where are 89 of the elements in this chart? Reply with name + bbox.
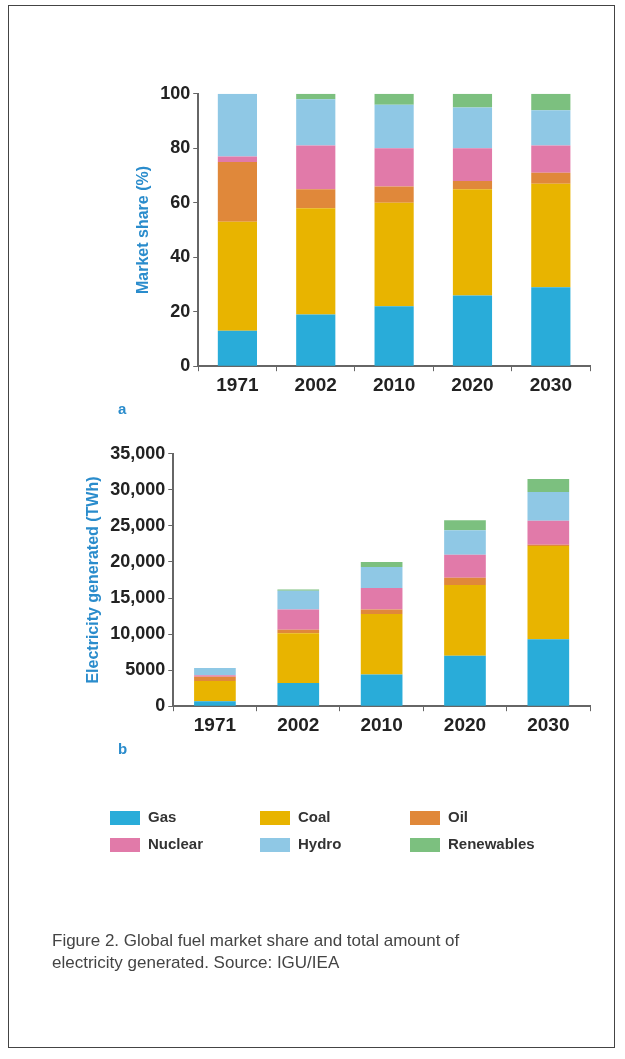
bar xyxy=(217,330,257,366)
bar xyxy=(527,492,570,521)
x-tick-label: 2030 xyxy=(527,713,570,735)
x-tick-label: 2010 xyxy=(372,373,416,395)
y-tick-label: 80 xyxy=(170,137,191,158)
bar xyxy=(217,93,257,157)
text: a xyxy=(118,400,127,417)
bar xyxy=(296,208,336,315)
text: b xyxy=(118,740,128,757)
x-tick-label: 2002 xyxy=(294,373,337,395)
bar xyxy=(527,546,570,640)
bar xyxy=(360,567,403,588)
bar xyxy=(452,295,493,366)
bar xyxy=(444,530,486,555)
bar xyxy=(217,161,257,222)
y-tick-label: 40 xyxy=(170,246,191,267)
bar xyxy=(444,554,486,578)
legend-label: Gas xyxy=(147,808,178,826)
y-tick-label: 20,000 xyxy=(110,550,166,571)
bar xyxy=(360,587,403,610)
bar xyxy=(452,189,493,296)
bar xyxy=(360,609,403,614)
bar xyxy=(296,99,336,146)
bar xyxy=(531,145,571,173)
bar xyxy=(531,93,571,111)
bar xyxy=(452,93,493,108)
bar xyxy=(452,148,493,181)
bar xyxy=(527,639,570,706)
x-tick-label: 2020 xyxy=(443,713,487,735)
x-tick-label: 1971 xyxy=(216,373,259,395)
y-tick-label: 25,000 xyxy=(110,514,166,535)
bar xyxy=(374,202,414,307)
bar xyxy=(527,479,570,493)
bar xyxy=(374,93,414,105)
bar xyxy=(527,520,570,545)
bar xyxy=(277,609,320,630)
bar xyxy=(277,633,320,684)
bar xyxy=(296,189,336,209)
y-tick-label: 5000 xyxy=(125,659,166,680)
x-tick-label: 1971 xyxy=(193,713,237,735)
y-tick-label: 0 xyxy=(155,695,166,716)
y-tick-label: 15,000 xyxy=(110,587,166,607)
legend-label: Oil xyxy=(447,808,469,826)
y-tick-label: 30,000 xyxy=(110,478,166,499)
bar xyxy=(531,172,571,184)
bar xyxy=(217,156,257,162)
bar xyxy=(444,577,486,586)
bar xyxy=(296,93,336,100)
bar xyxy=(374,104,414,149)
x-tick-label: 2030 xyxy=(529,373,572,395)
bar xyxy=(194,667,236,676)
y-axis-title: Electricity generated (TWh) xyxy=(84,476,102,684)
x-tick-label: 2010 xyxy=(360,713,403,735)
bar xyxy=(217,221,257,331)
bar xyxy=(374,306,414,366)
y-tick-label: 35,000 xyxy=(110,442,166,463)
bar xyxy=(452,107,493,149)
bar xyxy=(374,148,414,187)
legend-label: Hydro xyxy=(297,835,343,853)
bar xyxy=(277,683,320,706)
y-tick-label: 100 xyxy=(160,82,191,103)
caption: Figure 2. Global fuel market share and total amount of electricity generated. Source: IGU/IEA xyxy=(52,930,461,974)
bar xyxy=(194,701,236,706)
y-axis-title: Market share (%) xyxy=(134,165,152,295)
bar xyxy=(444,655,486,706)
bar xyxy=(531,110,571,146)
bar xyxy=(452,180,493,190)
y-tick-label: 20 xyxy=(170,300,191,321)
bar xyxy=(360,561,403,568)
y-tick-label: 10,000 xyxy=(110,623,166,644)
bar xyxy=(296,314,336,366)
y-tick-label: 0 xyxy=(180,355,191,376)
y-tick-label: 60 xyxy=(170,191,191,212)
bar xyxy=(360,674,403,706)
bar xyxy=(531,287,571,366)
bar xyxy=(277,590,320,610)
bar xyxy=(444,520,486,531)
legend-label: Coal xyxy=(297,808,332,826)
x-tick-label: 2002 xyxy=(277,713,320,735)
legend-label: Nuclear xyxy=(147,835,205,853)
bar xyxy=(194,676,236,681)
bar xyxy=(374,186,414,203)
bar xyxy=(360,613,403,675)
bar xyxy=(296,145,336,190)
legend-label: Renewables xyxy=(447,835,536,853)
bar xyxy=(531,183,571,288)
bar xyxy=(444,585,486,656)
bar xyxy=(194,680,236,702)
x-tick-label: 2020 xyxy=(451,373,494,395)
